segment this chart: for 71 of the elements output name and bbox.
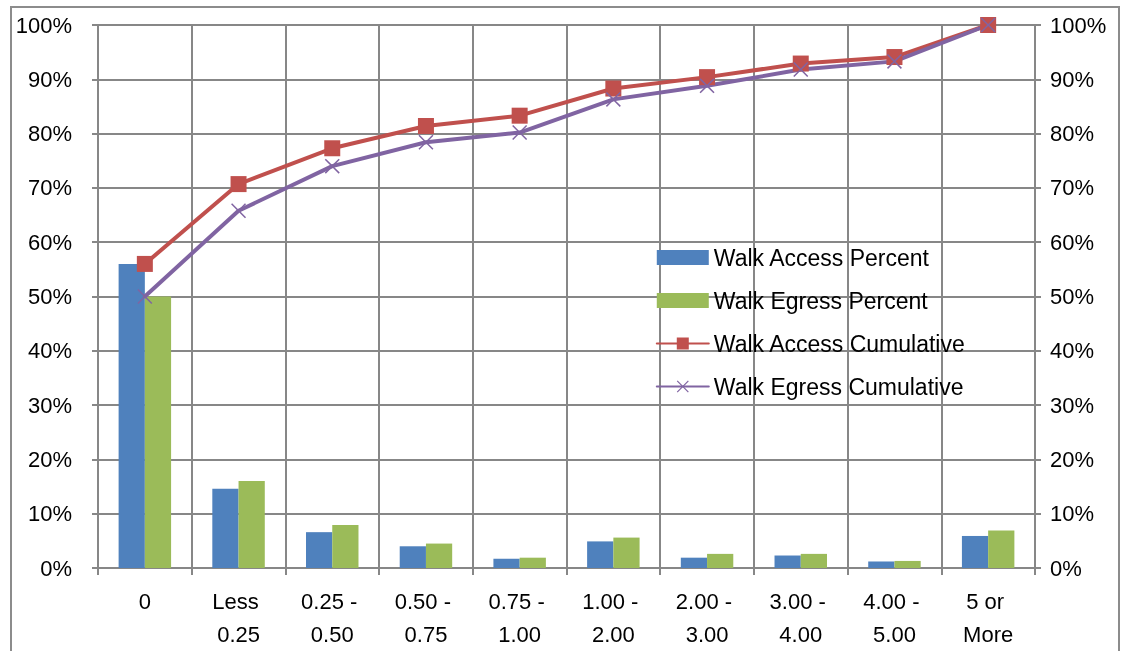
bar bbox=[425, 543, 453, 568]
y-tick-label: 0% bbox=[40, 555, 72, 581]
point bbox=[511, 107, 528, 124]
bar bbox=[988, 530, 1015, 568]
bar bbox=[212, 488, 239, 568]
y-tick-label: 30% bbox=[27, 392, 72, 418]
point bbox=[417, 118, 434, 134]
x-tick-label: 4.00 - 5.00 bbox=[863, 589, 926, 647]
legend-label: Walk Access Cumulative bbox=[713, 330, 965, 357]
bar bbox=[306, 532, 333, 568]
y2-tick-label: 40% bbox=[1050, 338, 1095, 364]
x-tick-label: Less 0.25 bbox=[212, 589, 265, 647]
bar bbox=[894, 560, 921, 568]
point bbox=[512, 125, 528, 141]
x-tick-label: 0.75 - 1.00 bbox=[488, 589, 551, 647]
y2-tick-label: 0% bbox=[1050, 555, 1082, 581]
bar bbox=[332, 525, 359, 568]
y-tick-label: 60% bbox=[27, 229, 72, 255]
y2-tick-label: 100% bbox=[1050, 12, 1107, 38]
y2-tick-label: 30% bbox=[1050, 392, 1095, 418]
y2-tick-label: 80% bbox=[1050, 121, 1095, 147]
y-tick-label: 10% bbox=[27, 501, 72, 527]
x-tick-label: 1.00 - 2.00 bbox=[582, 589, 645, 647]
bar bbox=[707, 553, 734, 568]
bar bbox=[961, 535, 989, 568]
y-tick-label: 50% bbox=[27, 284, 72, 309]
bar bbox=[144, 296, 172, 568]
y-tick-label: 20% bbox=[27, 446, 72, 472]
y-tick-label: 90% bbox=[27, 66, 72, 92]
bar bbox=[519, 557, 546, 568]
x-tick-label: 0.50 - 0.75 bbox=[394, 589, 458, 647]
y2-tick-label: 60% bbox=[1050, 229, 1095, 255]
x-tick-label: 2.00 - 3.00 bbox=[675, 589, 739, 647]
bar bbox=[238, 481, 265, 568]
y2-tick-label: 50% bbox=[1050, 284, 1095, 309]
legend-label: Walk Egress Percent bbox=[713, 287, 929, 314]
x-tick-label: 5 or More bbox=[963, 589, 1014, 647]
point bbox=[418, 134, 434, 150]
point bbox=[230, 176, 247, 193]
point bbox=[324, 140, 341, 157]
bar bbox=[587, 541, 614, 568]
point bbox=[605, 80, 622, 97]
point bbox=[886, 53, 902, 69]
point bbox=[699, 78, 715, 94]
y2-tick-label: 10% bbox=[1050, 501, 1095, 527]
y-tick-label: 100% bbox=[15, 12, 72, 38]
bar bbox=[800, 553, 827, 568]
y-tick-label: 80% bbox=[27, 121, 72, 147]
x-tick-label: 0.25 - 0.50 bbox=[301, 589, 364, 647]
point bbox=[324, 158, 340, 174]
bar bbox=[680, 557, 708, 568]
bar bbox=[118, 263, 145, 568]
legend-label: Walk Access Percent bbox=[713, 244, 930, 271]
point bbox=[231, 203, 247, 219]
bar bbox=[613, 537, 640, 568]
point bbox=[793, 62, 809, 78]
bar bbox=[774, 555, 801, 568]
x-tick-label: 0 bbox=[138, 589, 151, 614]
y2-tick-label: 20% bbox=[1050, 446, 1095, 472]
point bbox=[136, 255, 153, 272]
legend-label: Walk Egress Cumulative bbox=[713, 373, 964, 400]
y2-tick-label: 70% bbox=[1050, 175, 1095, 201]
point bbox=[605, 91, 621, 107]
point bbox=[137, 289, 153, 304]
bar bbox=[399, 546, 426, 568]
bar bbox=[493, 558, 520, 568]
y-tick-label: 70% bbox=[27, 175, 72, 201]
y-tick-label: 40% bbox=[27, 338, 72, 364]
bar bbox=[868, 561, 895, 568]
y2-tick-label: 90% bbox=[1050, 66, 1095, 92]
x-tick-label: 3.00 - 4.00 bbox=[769, 589, 832, 647]
